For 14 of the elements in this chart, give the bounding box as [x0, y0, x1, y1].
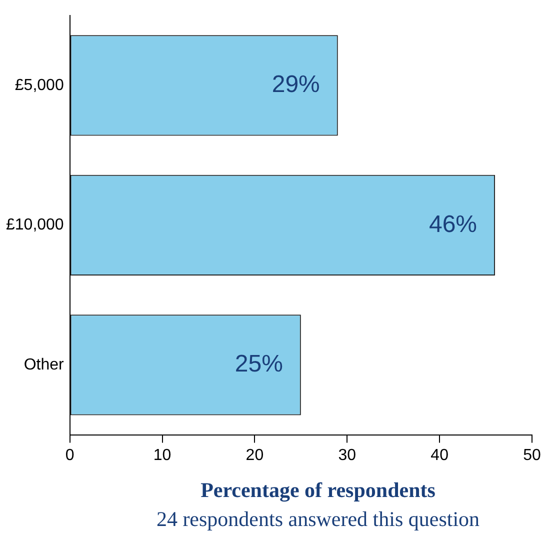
x-tick-label: 30 [338, 446, 356, 464]
x-tick-label: 50 [523, 446, 541, 464]
y-tick-label: Other [24, 356, 65, 374]
x-tick-label: 0 [65, 446, 74, 464]
data-label: 29% [272, 71, 320, 98]
data-label: 46% [428, 210, 478, 238]
x-tick-label: 20 [246, 446, 264, 464]
y-tick-label: £10,000 [6, 216, 64, 234]
data-label: 25% [234, 350, 283, 378]
y-tick-label: £5,000 [14, 76, 64, 94]
x-axis-title: Percentage of respondents [200, 478, 436, 503]
text: 24 respondents answered this question [155, 507, 481, 532]
x-tick-label: 10 [153, 446, 172, 464]
x-tick-label: 40 [430, 446, 449, 464]
